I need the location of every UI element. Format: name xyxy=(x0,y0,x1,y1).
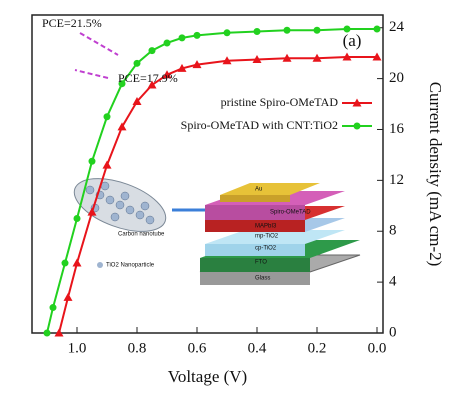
data-point xyxy=(163,39,171,47)
inset-label: cp-TiO2 xyxy=(255,246,277,252)
y-tick-label: 24 xyxy=(389,19,405,35)
y-tick-label: 4 xyxy=(389,274,397,290)
data-point xyxy=(49,304,57,312)
data-point xyxy=(312,53,322,62)
data-point xyxy=(73,215,81,223)
data-point xyxy=(102,160,112,169)
data-point xyxy=(63,292,73,301)
annotation-arrow xyxy=(74,69,109,79)
data-point xyxy=(282,53,292,62)
inset-label: Au xyxy=(255,187,262,193)
legend-label: Spiro-OMeTAD with CNT:TiO2 xyxy=(181,118,338,132)
x-axis-label: Voltage (V) xyxy=(168,367,247,386)
inset-label: TiO2 Nanoparticle xyxy=(106,263,155,269)
x-tick-label: 0.6 xyxy=(188,340,207,356)
data-point xyxy=(177,63,187,72)
data-point xyxy=(162,70,172,79)
legend-marker xyxy=(352,98,362,107)
x-tick-label: 0.0 xyxy=(368,340,387,356)
data-point xyxy=(88,157,96,165)
data-point xyxy=(372,52,382,61)
legend-label: pristine Spiro-OMeTAD xyxy=(221,95,339,109)
data-point xyxy=(148,47,156,55)
data-point xyxy=(178,34,186,42)
data-point xyxy=(133,59,141,67)
y-tick-label: 8 xyxy=(389,223,397,239)
y-tick-label: 12 xyxy=(389,172,404,188)
data-point xyxy=(192,60,202,69)
data-point xyxy=(342,52,352,61)
y-tick-label: 0 xyxy=(389,324,397,340)
data-point xyxy=(54,328,64,337)
y-axis-label: Current density (mA cm-2) xyxy=(426,82,445,267)
inset-label: FTO xyxy=(255,260,267,266)
data-point xyxy=(193,31,201,39)
data-point xyxy=(87,207,97,216)
data-point xyxy=(43,329,51,337)
annotation: PCE=17.9% xyxy=(118,71,178,85)
x-tick-label: 1.0 xyxy=(68,340,87,356)
inset-label: mp-TiO2 xyxy=(255,234,279,240)
inset-label: Glass xyxy=(255,276,270,282)
data-point xyxy=(373,25,381,33)
data-point xyxy=(252,55,262,64)
data-point xyxy=(223,29,231,37)
x-tick-label: 0.2 xyxy=(308,340,327,356)
data-point xyxy=(283,26,291,34)
data-point xyxy=(253,28,261,36)
data-point xyxy=(61,259,69,267)
annotation: PCE=21.5% xyxy=(42,16,102,30)
data-point xyxy=(313,26,321,34)
data-point xyxy=(222,56,232,65)
panel-label: (a) xyxy=(343,31,362,50)
data-point xyxy=(103,113,111,121)
data-point xyxy=(118,80,126,88)
inset-label: MAPbI3 xyxy=(255,224,277,230)
data-point xyxy=(147,80,157,89)
data-point xyxy=(132,96,142,105)
x-tick-label: 0.4 xyxy=(248,340,267,356)
data-point xyxy=(72,258,82,267)
y-tick-label: 16 xyxy=(389,121,405,137)
y-tick-label: 20 xyxy=(389,70,404,86)
data-point xyxy=(343,25,351,33)
x-tick-label: 0.8 xyxy=(128,340,147,356)
inset-label: Carbon nanotube xyxy=(118,232,165,238)
plot-frame xyxy=(31,14,384,334)
inset-label: Spiro-OMeTAD xyxy=(270,210,311,216)
data-point xyxy=(117,122,127,131)
inset xyxy=(73,178,361,285)
annotation-arrow xyxy=(79,32,119,56)
legend-marker xyxy=(353,122,361,130)
series-line xyxy=(46,27,377,334)
